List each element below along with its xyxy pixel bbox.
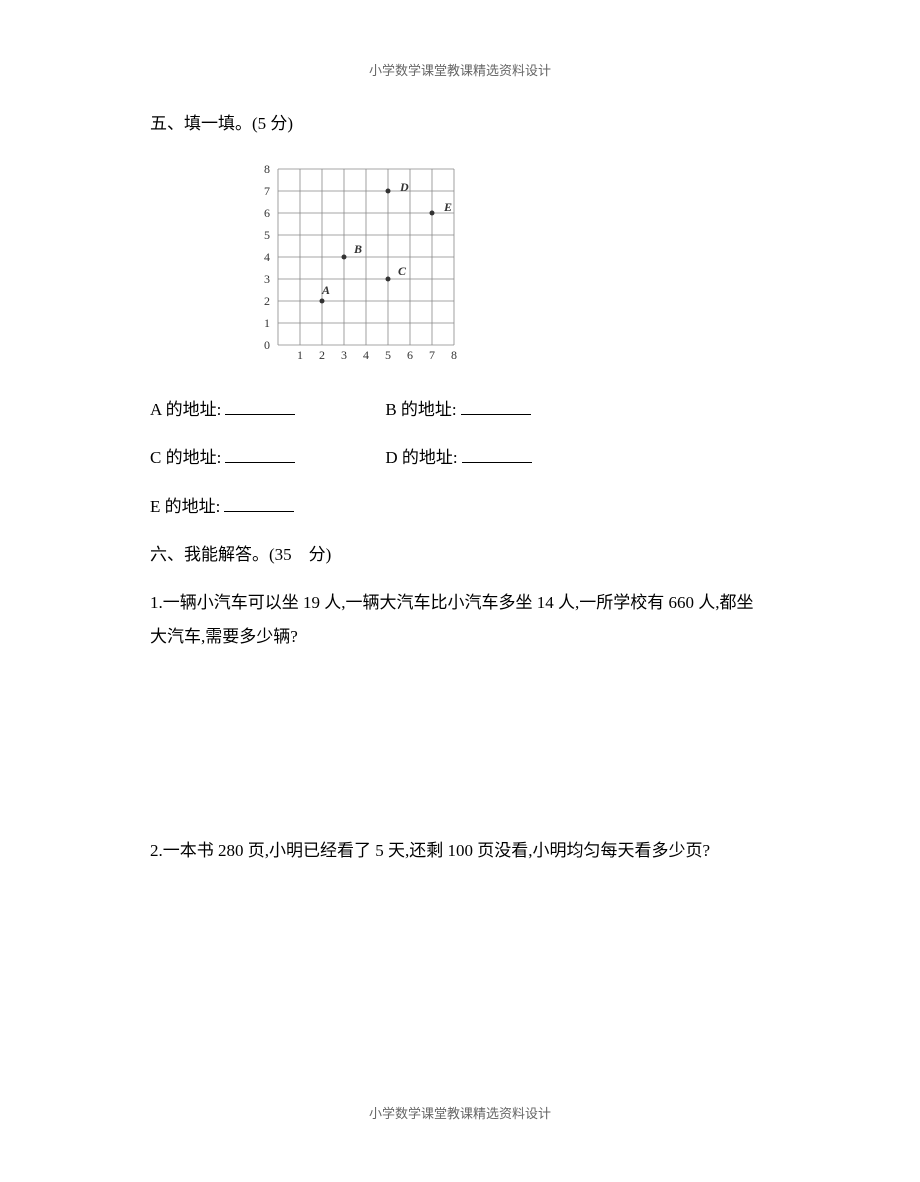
question-2: 2.一本书 280 页,小明已经看了 5 天,还剩 100 页没看,小明均匀每天…	[150, 834, 770, 868]
svg-text:4: 4	[363, 348, 369, 362]
page-header: 小学数学课堂教课精选资料设计	[150, 60, 770, 79]
svg-text:5: 5	[264, 228, 270, 242]
svg-text:5: 5	[385, 348, 391, 362]
address-d-label: D 的地址:	[385, 443, 457, 474]
svg-text:B: B	[353, 242, 362, 256]
section-5-heading: 五、填一填。(5 分)	[150, 109, 770, 140]
blank-d	[462, 446, 532, 463]
address-c-label: C 的地址:	[150, 443, 221, 474]
svg-text:E: E	[443, 200, 452, 214]
section-6-heading: 六、我能解答。(35 分)	[150, 540, 770, 571]
svg-text:4: 4	[264, 250, 270, 264]
svg-text:0: 0	[264, 338, 270, 352]
question-1: 1.一辆小汽车可以坐 19 人,一辆大汽车比小汽车多坐 14 人,一所学校有 6…	[150, 586, 770, 654]
address-e-label: E 的地址:	[150, 492, 220, 523]
blank-a	[225, 398, 295, 415]
svg-text:C: C	[398, 264, 407, 278]
address-row-2: C 的地址: D 的地址:	[150, 443, 770, 474]
svg-text:2: 2	[319, 348, 325, 362]
coordinate-chart-container: 1 2 3 4 5 6 7 8 0 1 2 3 4 5 6 7 8 A B C D E	[250, 155, 770, 375]
svg-text:3: 3	[341, 348, 347, 362]
svg-text:D: D	[399, 180, 409, 194]
svg-text:8: 8	[451, 348, 457, 362]
address-b-label: B 的地址:	[385, 395, 456, 426]
page-footer: 小学数学课堂教课精选资料设计	[0, 1103, 920, 1122]
address-row-1: A 的地址: B 的地址:	[150, 395, 770, 426]
svg-text:3: 3	[264, 272, 270, 286]
coordinate-chart: 1 2 3 4 5 6 7 8 0 1 2 3 4 5 6 7 8 A B C D E	[250, 155, 490, 375]
blank-e	[224, 495, 294, 512]
address-a-label: A 的地址:	[150, 395, 221, 426]
svg-text:1: 1	[264, 316, 270, 330]
svg-text:7: 7	[429, 348, 435, 362]
blank-c	[225, 446, 295, 463]
address-row-3: E 的地址:	[150, 492, 770, 523]
svg-text:2: 2	[264, 294, 270, 308]
svg-text:1: 1	[297, 348, 303, 362]
svg-text:6: 6	[264, 206, 270, 220]
svg-text:6: 6	[407, 348, 413, 362]
svg-text:7: 7	[264, 184, 270, 198]
svg-text:A: A	[321, 283, 330, 297]
blank-b	[461, 398, 531, 415]
svg-text:8: 8	[264, 162, 270, 176]
